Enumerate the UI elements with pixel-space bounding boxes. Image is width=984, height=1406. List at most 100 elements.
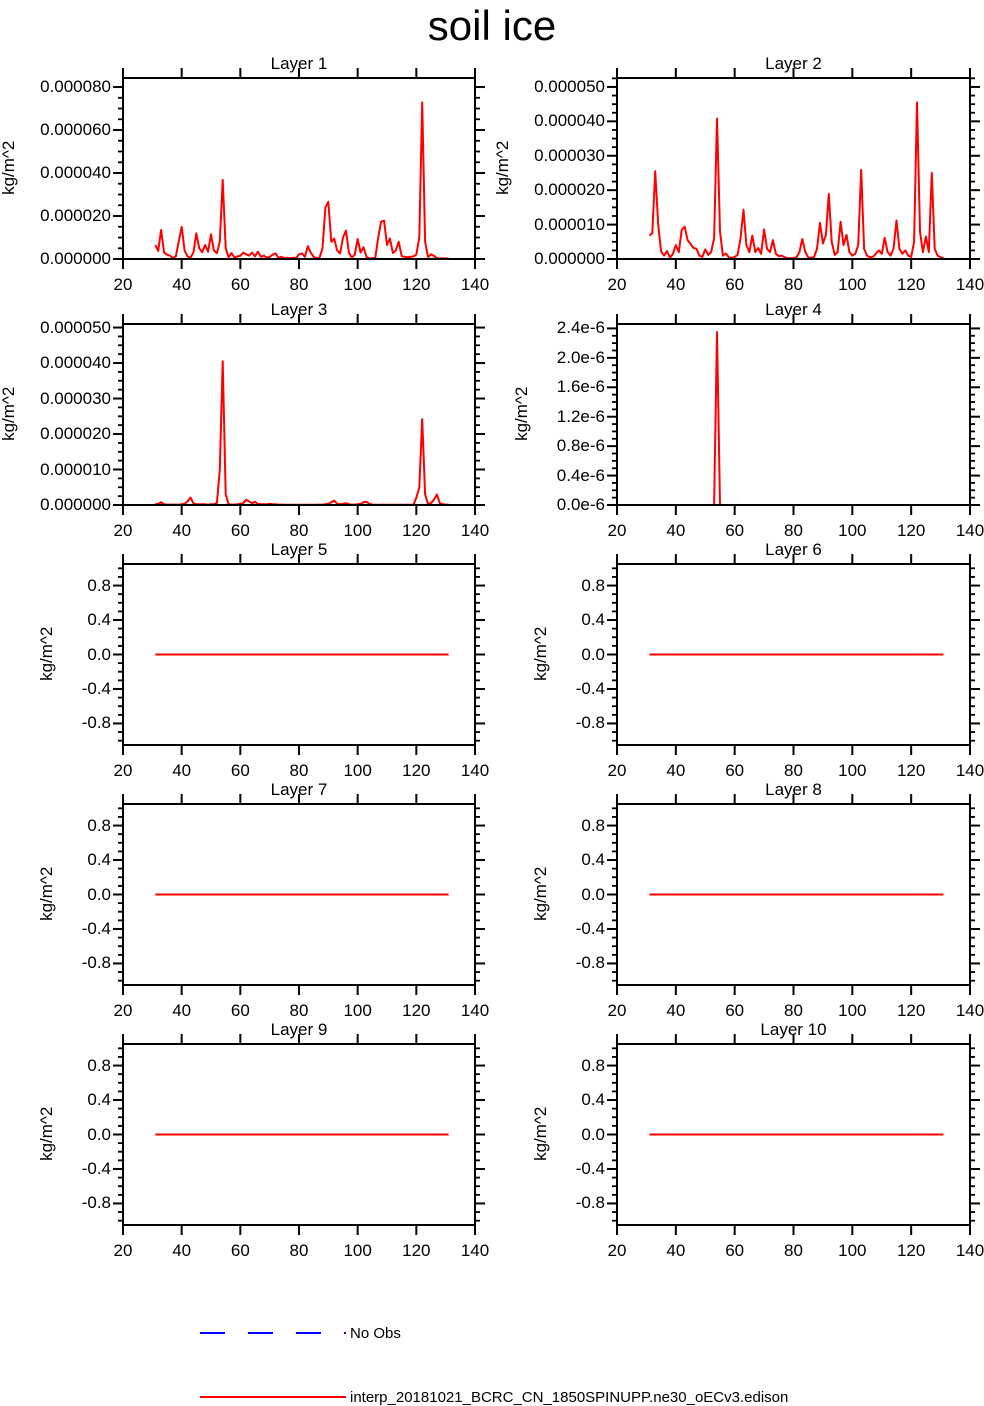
x-tick-label: 60	[230, 1001, 250, 1020]
x-tick-label: 140	[460, 1001, 490, 1020]
subplot-title: Layer 8	[765, 780, 822, 799]
y-tick-label: -0.8	[81, 713, 111, 733]
subplot-8	[607, 794, 980, 995]
y-tick-label: 0.000010	[534, 214, 605, 234]
x-tick-label: 20	[113, 1001, 133, 1020]
no-obs-legend-label: No Obs	[350, 1325, 401, 1342]
subplot-title: Layer 1	[270, 54, 328, 73]
x-tick-label: 40	[666, 1241, 686, 1260]
y-axis-unit-label: kg/m^2	[37, 1106, 57, 1161]
x-tick-label: 80	[784, 275, 803, 294]
x-tick-label: 20	[607, 275, 627, 294]
x-tick-label: 60	[725, 521, 745, 540]
x-tick-label: 20	[113, 521, 133, 540]
subplot-title: Layer 2	[765, 54, 822, 73]
y-tick-label: -0.8	[575, 953, 605, 973]
y-tick-label: 0.0	[581, 1124, 605, 1144]
y-tick-label: -0.8	[575, 1193, 605, 1213]
x-tick-label: 20	[607, 761, 627, 780]
y-tick-label: 0.0	[581, 884, 605, 904]
x-tick-label: 120	[896, 1001, 926, 1020]
x-tick-label: 80	[289, 275, 309, 294]
y-tick-label: 0.0	[87, 884, 111, 904]
subplot-5	[113, 554, 485, 755]
y-axis-unit-label: kg/m^2	[531, 626, 551, 681]
y-tick-label: -0.4	[81, 1158, 111, 1178]
x-tick-label: 40	[666, 761, 686, 780]
x-tick-label: 60	[725, 275, 745, 294]
x-tick-label: 140	[955, 1001, 984, 1020]
x-tick-label: 60	[230, 761, 250, 780]
y-tick-label: -0.8	[81, 953, 111, 973]
x-tick-label: 80	[289, 1001, 309, 1020]
y-axis-unit-label: kg/m^2	[531, 1106, 551, 1161]
y-tick-label: 0.000020	[40, 424, 111, 444]
x-tick-label: 60	[230, 275, 250, 294]
subplot-3	[113, 314, 485, 515]
subplot-title: Layer 6	[765, 540, 822, 559]
y-tick-label: 0.000030	[534, 145, 605, 165]
subplot-10	[607, 1034, 980, 1235]
x-tick-label: 100	[838, 275, 867, 294]
y-tick-label: 2.0e-6	[556, 347, 605, 367]
x-tick-label: 120	[402, 761, 431, 780]
x-tick-label: 100	[838, 761, 867, 780]
y-tick-label: 0.0	[581, 644, 605, 664]
x-tick-label: 120	[896, 275, 926, 294]
x-tick-label: 140	[460, 761, 490, 780]
subplot-title: Layer 5	[270, 540, 328, 559]
x-tick-label: 40	[172, 1241, 192, 1260]
x-tick-label: 60	[725, 1001, 745, 1020]
x-tick-label: 100	[343, 275, 372, 294]
y-tick-label: 0.4	[87, 610, 111, 630]
subplot-6	[607, 554, 980, 755]
x-tick-label: 100	[838, 1001, 867, 1020]
x-tick-label: 120	[896, 761, 926, 780]
y-tick-label: 0.000000	[40, 249, 111, 268]
x-tick-label: 120	[896, 1241, 926, 1260]
y-axis-unit-label: kg/m^2	[531, 866, 551, 921]
y-axis-unit-label: kg/m^2	[0, 386, 19, 441]
x-tick-label: 120	[402, 1241, 431, 1260]
x-tick-label: 140	[460, 521, 490, 540]
subplot-4	[607, 314, 980, 515]
y-tick-label: -0.8	[575, 713, 605, 733]
no-obs-legend-line-svg	[200, 1332, 346, 1334]
y-tick-label: 0.8	[87, 575, 111, 595]
y-tick-label: -0.4	[81, 918, 111, 938]
subplot-7	[113, 794, 485, 995]
y-tick-label: 0.000080	[40, 77, 111, 97]
x-tick-label: 100	[343, 521, 372, 540]
x-tick-label: 100	[838, 1241, 867, 1260]
x-tick-label: 80	[784, 761, 803, 780]
y-tick-label: 0.000020	[534, 180, 605, 200]
y-tick-label: 0.000000	[40, 495, 111, 514]
y-tick-label: 0.8	[87, 815, 111, 835]
x-tick-label: 80	[289, 521, 309, 540]
series-line	[649, 331, 944, 506]
x-tick-label: 20	[113, 275, 133, 294]
x-tick-label: 60	[230, 521, 250, 540]
x-tick-label: 60	[725, 1241, 745, 1260]
subplot-1	[113, 68, 485, 269]
x-tick-label: 40	[172, 761, 192, 780]
y-tick-label: 0.0	[87, 644, 111, 664]
y-tick-label: 0.000060	[40, 120, 111, 140]
y-tick-label: 0.0	[87, 1124, 111, 1144]
x-tick-label: 80	[784, 1241, 803, 1260]
y-tick-label: 0.4	[87, 850, 111, 870]
x-tick-label: 60	[230, 1241, 250, 1260]
y-tick-label: -0.4	[81, 678, 111, 698]
y-tick-label: 0.000010	[40, 459, 111, 479]
subplot-9	[113, 1034, 485, 1235]
y-axis-unit-label: kg/m^2	[37, 626, 57, 681]
y-tick-label: 0.000040	[40, 163, 111, 182]
x-tick-label: 40	[666, 275, 686, 294]
y-tick-label: 0.000030	[40, 388, 111, 408]
x-tick-label: 20	[607, 1241, 627, 1260]
y-axis-unit-label: kg/m^2	[37, 866, 57, 921]
subplot-2	[607, 68, 980, 269]
y-tick-label: 0.0e-6	[556, 495, 605, 514]
